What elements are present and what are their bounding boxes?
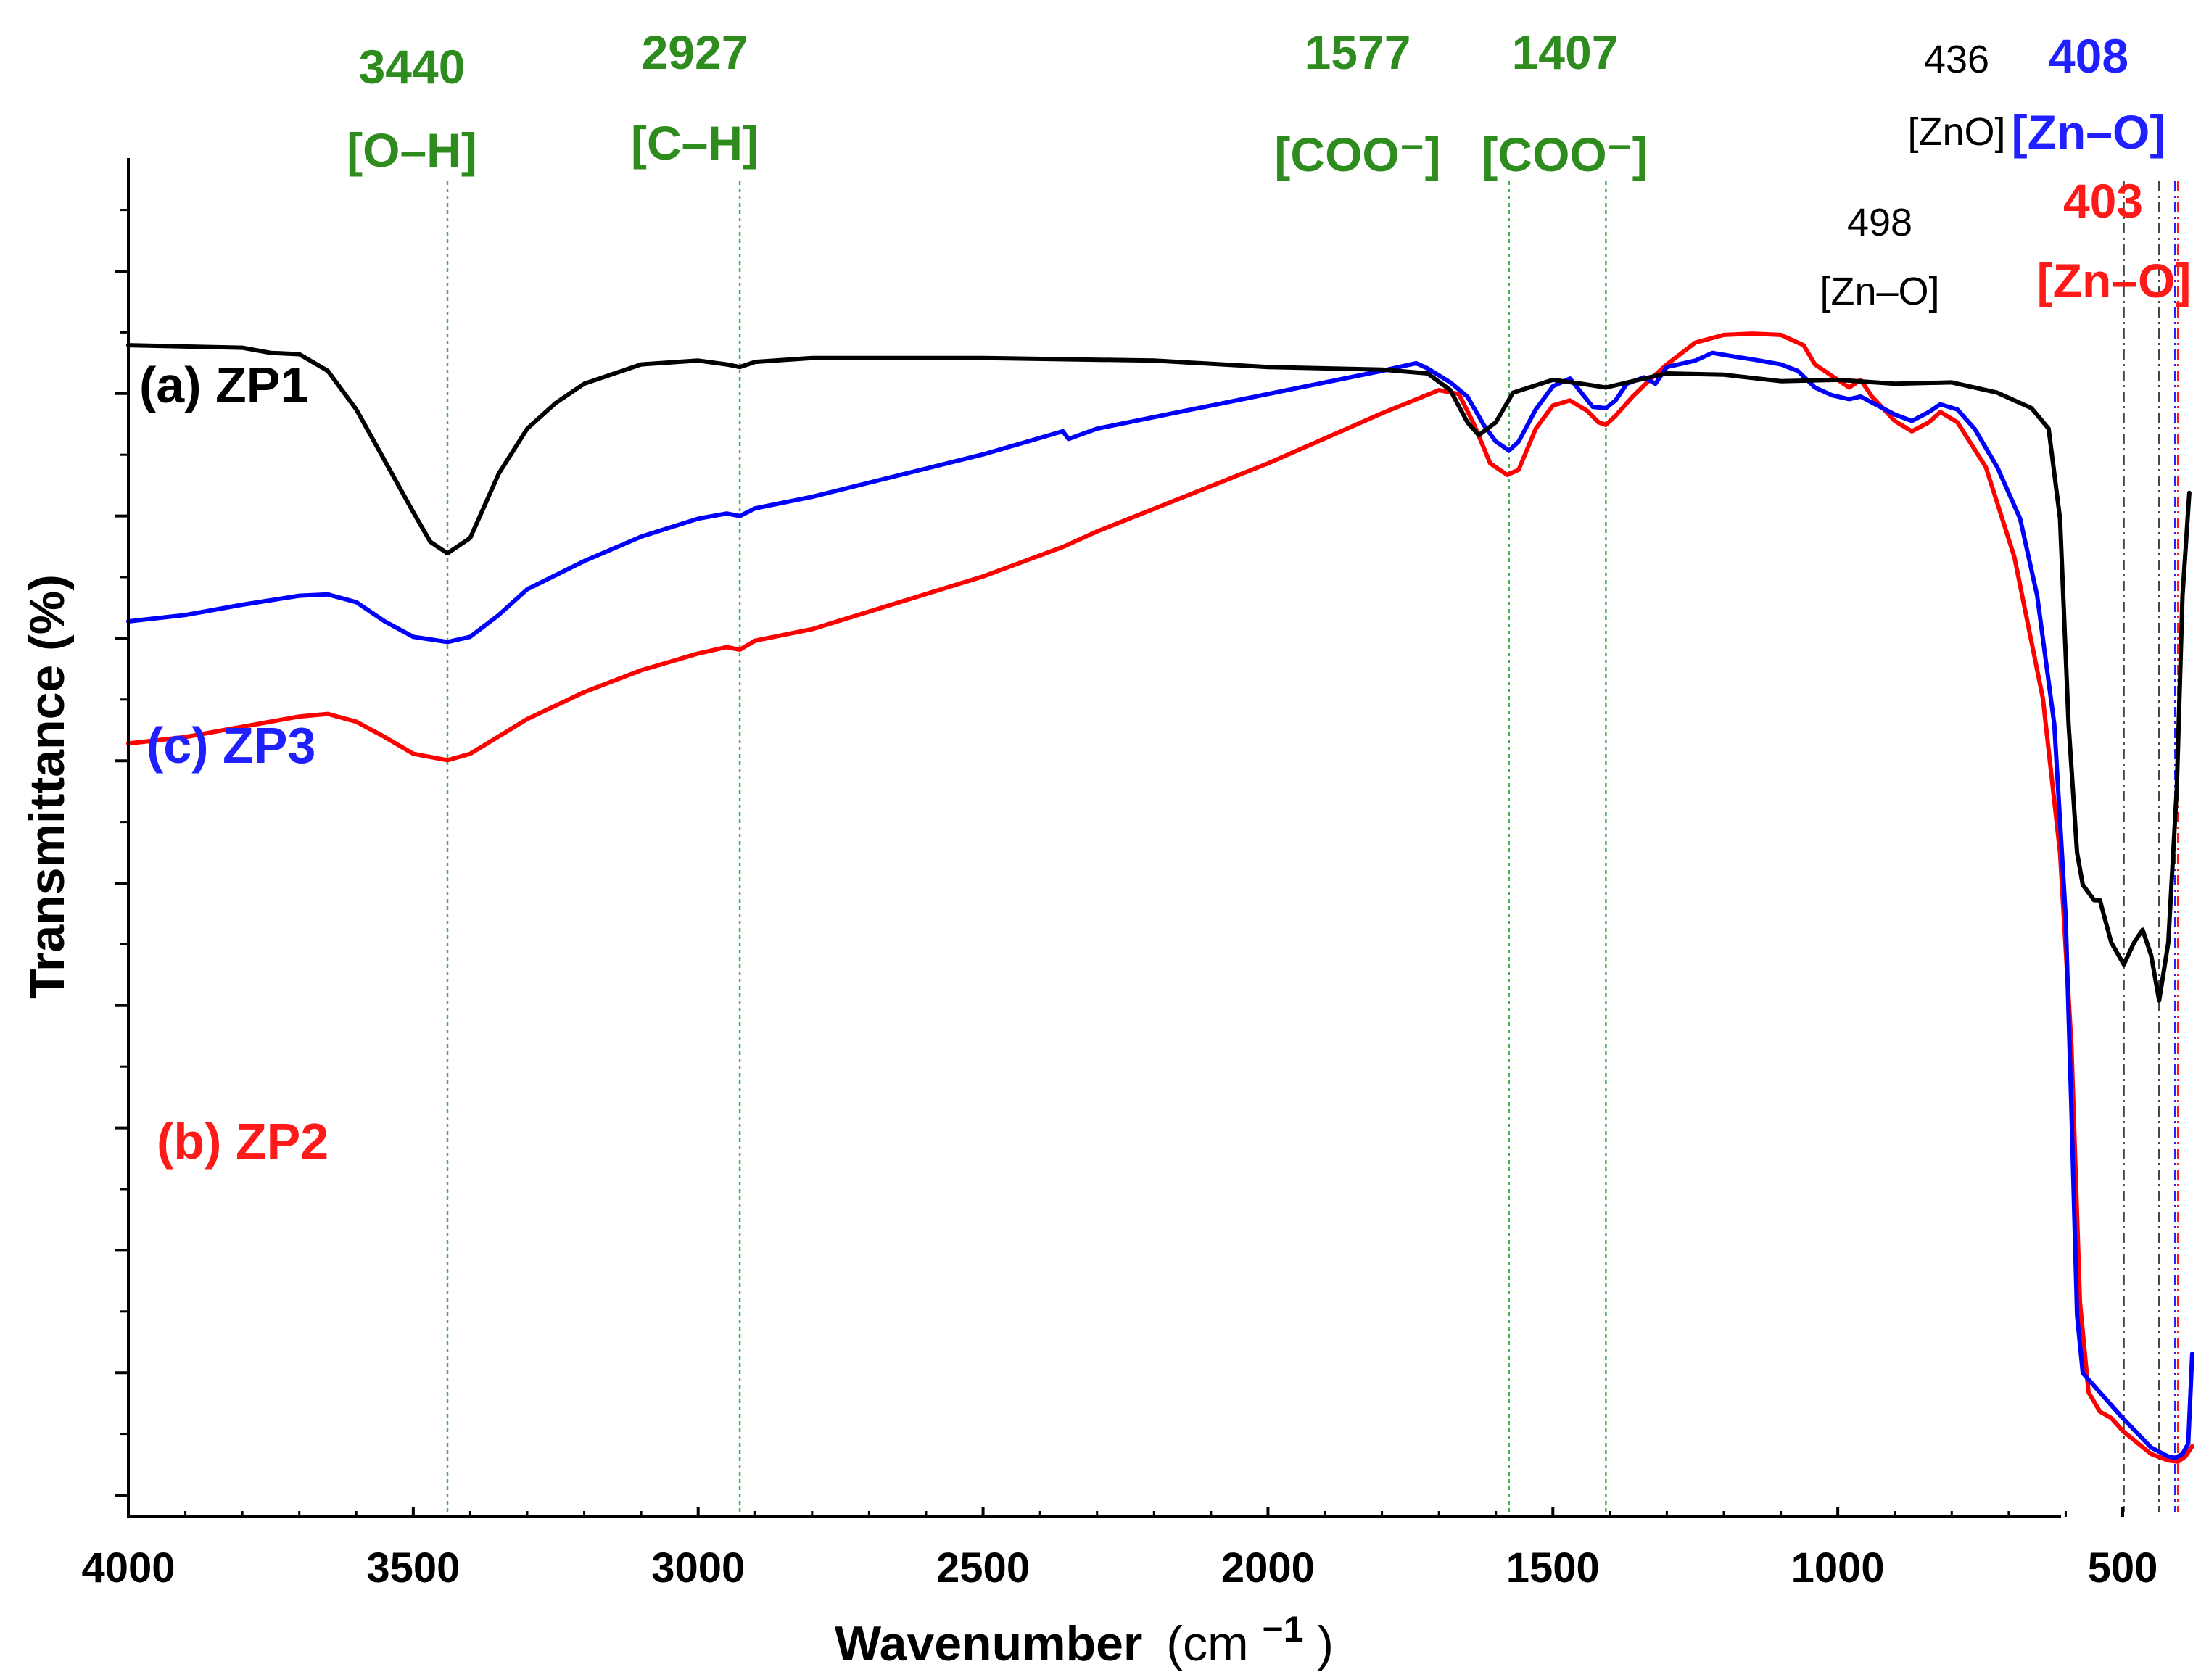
ann-408-assignment: [Zn–O] [2012,105,2166,159]
ann-3440-assignment: [O–H] [347,123,477,177]
peak-annotations: 3440 [O–H] 2927 [C–H] 1577 [COO⁻] 1407 [… [347,25,2191,313]
x-axis-unit-close: ) [1317,1616,1334,1671]
ann-403-value: 403 [2063,174,2143,228]
x-axis-title: Wavenumber (cm −1 ) [835,1597,1334,1671]
x-tick-label: 3500 [366,1544,460,1592]
series-layer [126,331,2194,1464]
ann-1577-assignment: [COO⁻] [1274,128,1440,181]
ann-1407-assignment: [COO⁻] [1482,128,1648,181]
x-tick-label: 3000 [651,1544,745,1592]
series-line-zp1 [126,343,2192,1003]
series-line-zp3 [126,350,2194,1460]
x-tick-label: 4000 [81,1544,175,1592]
x-axis-unit-sup: −1 [1263,1609,1304,1650]
series-label-zp3: (c) ZP3 [146,717,315,774]
reference-lines [446,181,2179,1512]
ann-498-assignment: [Zn–O] [1820,270,1939,313]
ann-2927-value: 2927 [642,25,748,79]
series-line-zp2 [126,331,2194,1464]
ann-498-value: 498 [1847,201,1912,244]
y-ticks [115,209,128,1497]
x-tick-label: 1000 [1791,1544,1885,1592]
ann-408-value: 408 [2049,29,2128,83]
y-axis-title: Transmittance (%) [20,574,75,999]
x-axis-unit: (cm [1166,1616,1248,1671]
ann-436-value: 436 [1924,38,1989,81]
x-tick-label: 2000 [1221,1544,1315,1592]
series-label-zp1: (a) ZP1 [139,357,308,413]
ann-436-assignment: [ZnO] [1907,110,2005,154]
series-label-zp2: (b) ZP2 [157,1113,329,1170]
ann-1577-value: 1577 [1305,25,1411,79]
ann-3440-value: 3440 [359,40,466,94]
ann-1407-value: 1407 [1512,25,1619,79]
ann-403-assignment: [Zn–O] [2037,254,2192,307]
ann-2927-assignment: [C–H] [631,116,759,170]
x-tick-label: 500 [2088,1544,2158,1592]
x-axis-title-text: Wavenumber [835,1616,1142,1671]
x-tick-label: 1500 [1506,1544,1600,1592]
x-ticks: 4000 3500 3000 2500 2000 1500 1000 500 [81,1507,2157,1592]
x-tick-label: 2500 [936,1544,1030,1592]
